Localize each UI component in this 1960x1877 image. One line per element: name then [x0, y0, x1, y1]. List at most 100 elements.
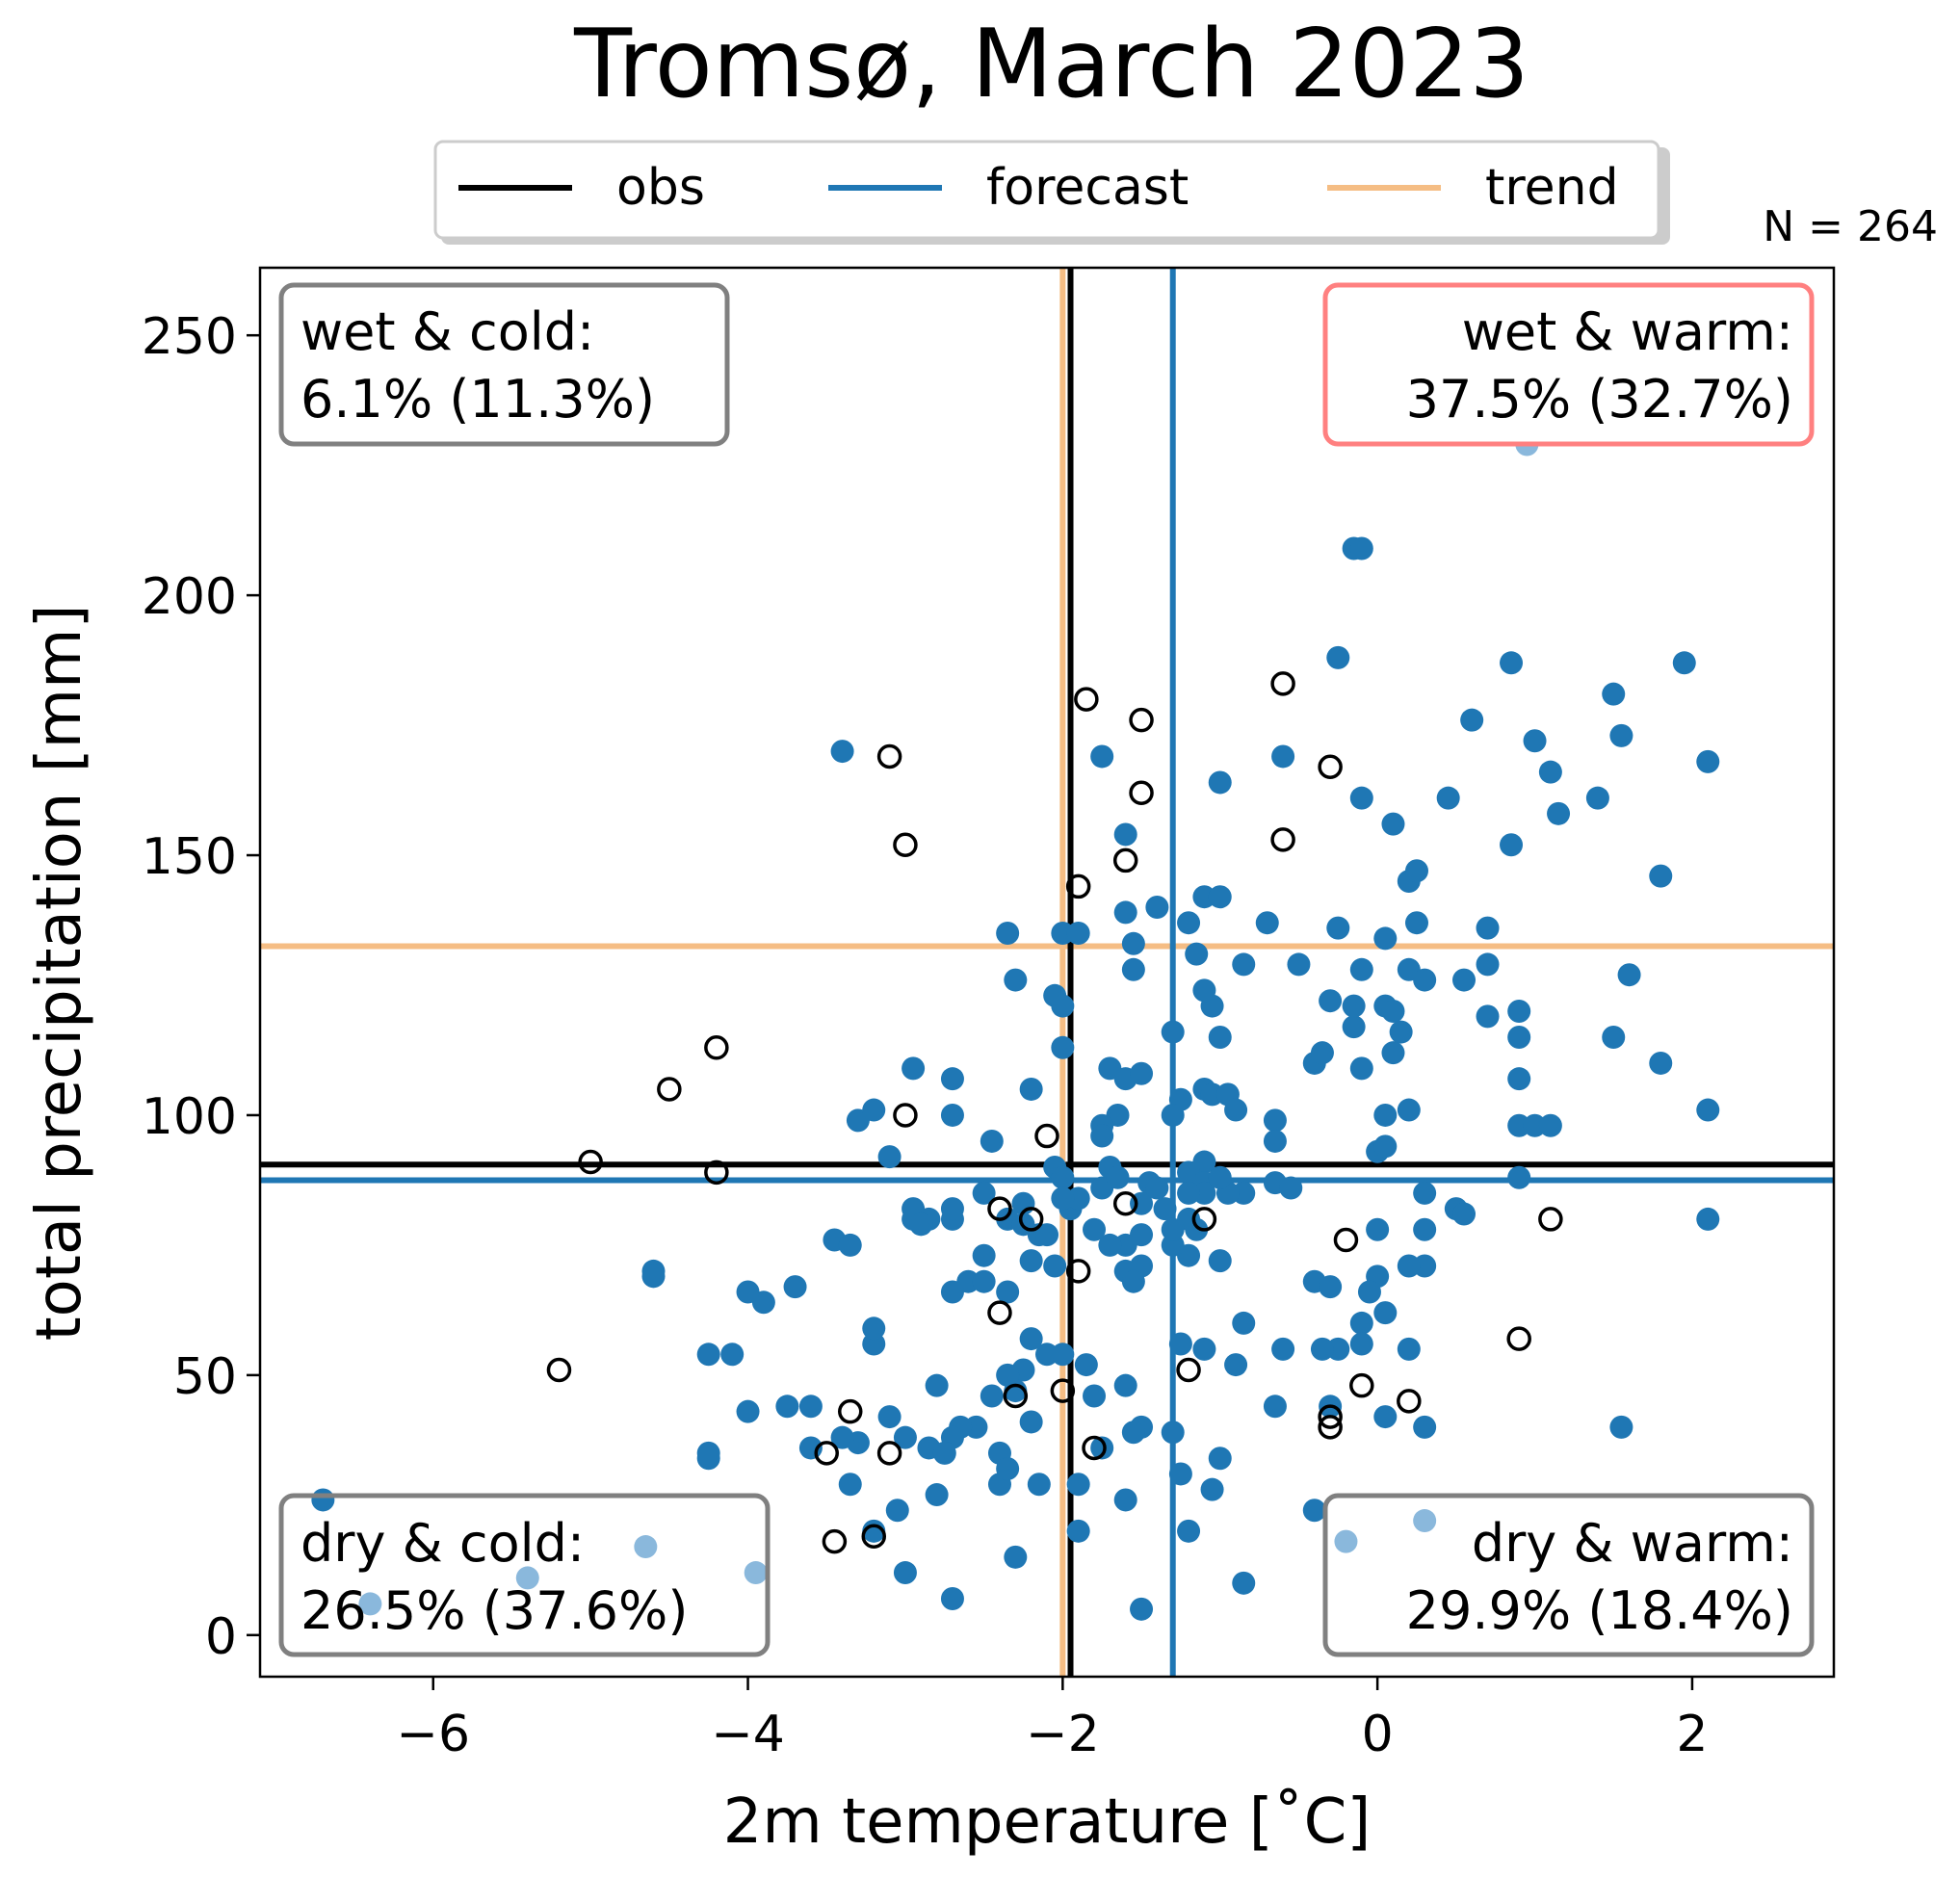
forecast-point — [830, 1425, 854, 1449]
forecast-point — [1373, 926, 1398, 951]
forecast-point — [775, 1395, 799, 1419]
forecast-point — [1672, 651, 1696, 675]
chart-title: Tromsø, March 2023 — [573, 10, 1529, 119]
forecast-point — [1090, 1124, 1114, 1148]
forecast-point — [1349, 786, 1373, 810]
forecast-point — [925, 1483, 949, 1507]
forecast-point — [1019, 1077, 1043, 1101]
forecast-point — [1090, 744, 1114, 769]
y-tick-label: 50 — [173, 1348, 237, 1406]
forecast-point — [1019, 1410, 1043, 1434]
forecast-point — [1366, 1217, 1390, 1241]
forecast-point — [1373, 1103, 1398, 1127]
observation-point — [1065, 1259, 1091, 1284]
faded-forecast-point — [744, 1561, 768, 1585]
forecast-point — [783, 1275, 807, 1299]
forecast-point — [1538, 760, 1562, 784]
forecast-point — [1319, 1275, 1343, 1299]
forecast-point — [1357, 1280, 1381, 1304]
observation-point — [838, 1398, 863, 1424]
forecast-point — [1696, 749, 1720, 773]
forecast-point — [1413, 1415, 1437, 1439]
forecast-point — [736, 1280, 760, 1304]
faded-forecast-point — [1334, 1529, 1358, 1553]
forecast-point — [1035, 1343, 1058, 1367]
legend-frame — [433, 140, 1660, 240]
forecast-point — [1177, 1181, 1201, 1205]
forecast-point — [1547, 801, 1571, 825]
forecast-point — [1121, 1421, 1145, 1445]
forecast-point — [1326, 916, 1350, 940]
forecast-point — [1397, 1337, 1421, 1361]
forecast-point — [1310, 1337, 1334, 1361]
forecast-point — [1602, 1025, 1626, 1049]
forecast-point — [940, 1103, 964, 1127]
forecast-point — [885, 1499, 909, 1523]
forecast-point — [1027, 1473, 1051, 1497]
x-tick-label: −2 — [1026, 1706, 1100, 1763]
observation-point — [578, 1149, 603, 1175]
forecast-point — [1192, 978, 1216, 1003]
forecast-point — [1617, 963, 1641, 987]
forecast-point — [736, 1399, 760, 1423]
observation-point — [1191, 1207, 1217, 1232]
forecast-point — [1602, 682, 1626, 706]
forecast-point — [1585, 786, 1609, 810]
forecast-point — [1113, 822, 1137, 847]
y-tick-label: 150 — [142, 828, 237, 886]
faded-forecast-point — [634, 1535, 658, 1559]
observation-point — [876, 743, 902, 769]
observation-point — [1270, 827, 1295, 852]
quadrant-value-wet-cold: 6.1% (11.3%) — [301, 369, 655, 430]
legend: obs forecast trend — [433, 140, 1670, 245]
forecast-point — [940, 1067, 964, 1091]
quadrant-value-dry-warm: 29.9% (18.4%) — [1406, 1580, 1793, 1641]
observation-point — [1112, 847, 1138, 873]
legend-label-forecast: forecast — [986, 159, 1189, 217]
observation-point — [1318, 1415, 1343, 1440]
forecast-point — [1019, 1327, 1043, 1351]
x-axis-label: 2m temperature [˚C] — [723, 1786, 1372, 1858]
forecast-point — [1452, 1202, 1477, 1226]
quadrant-label-dry-warm: dry & warm: — [1472, 1513, 1793, 1574]
forecast-point — [1381, 812, 1405, 836]
forecast-point — [1649, 1051, 1673, 1075]
forecast-point — [1404, 859, 1428, 883]
forecast-point — [1271, 744, 1295, 769]
forecast-point — [1609, 723, 1633, 747]
forecast-point — [862, 1519, 886, 1543]
forecast-point — [1051, 1035, 1075, 1059]
x-axis-ticks: −6 −4 −2 0 2 — [396, 1677, 1708, 1763]
forecast-point — [1649, 864, 1673, 888]
forecast-point — [1263, 1129, 1287, 1153]
forecast-point — [1177, 911, 1201, 935]
forecast-point — [877, 1405, 902, 1429]
forecast-point — [1019, 1249, 1043, 1273]
y-tick-label: 250 — [142, 308, 237, 366]
faded-forecast-point — [1413, 1509, 1437, 1533]
forecast-point — [1507, 1025, 1531, 1049]
observation-point — [704, 1160, 729, 1186]
quadrant-box-dry-warm — [1322, 1493, 1815, 1657]
forecast-point — [1208, 1165, 1232, 1189]
forecast-point — [877, 1145, 902, 1169]
y-axis-ticks: 0 50 100 150 200 250 — [142, 308, 260, 1666]
forecast-point — [1004, 1545, 1028, 1569]
quadrant-value-wet-warm: 37.5% (32.7%) — [1406, 369, 1793, 430]
observation-point — [861, 1524, 887, 1549]
forecast-point — [996, 1363, 1020, 1387]
forecast-point — [1609, 1415, 1633, 1439]
forecast-point — [1113, 1373, 1137, 1397]
forecast-point — [972, 1269, 996, 1293]
observation-point — [1506, 1326, 1531, 1351]
forecast-point — [1319, 989, 1343, 1013]
forecast-point — [1349, 1311, 1373, 1335]
observation-point — [987, 1196, 1012, 1221]
forecast-point — [1145, 896, 1169, 920]
legend-label-obs: obs — [616, 159, 705, 217]
forecast-point — [1436, 786, 1460, 810]
forecast-point — [1113, 900, 1137, 925]
legend-label-trend: trend — [1485, 159, 1619, 217]
forecast-point — [940, 1197, 964, 1221]
forecast-point — [1121, 931, 1145, 955]
